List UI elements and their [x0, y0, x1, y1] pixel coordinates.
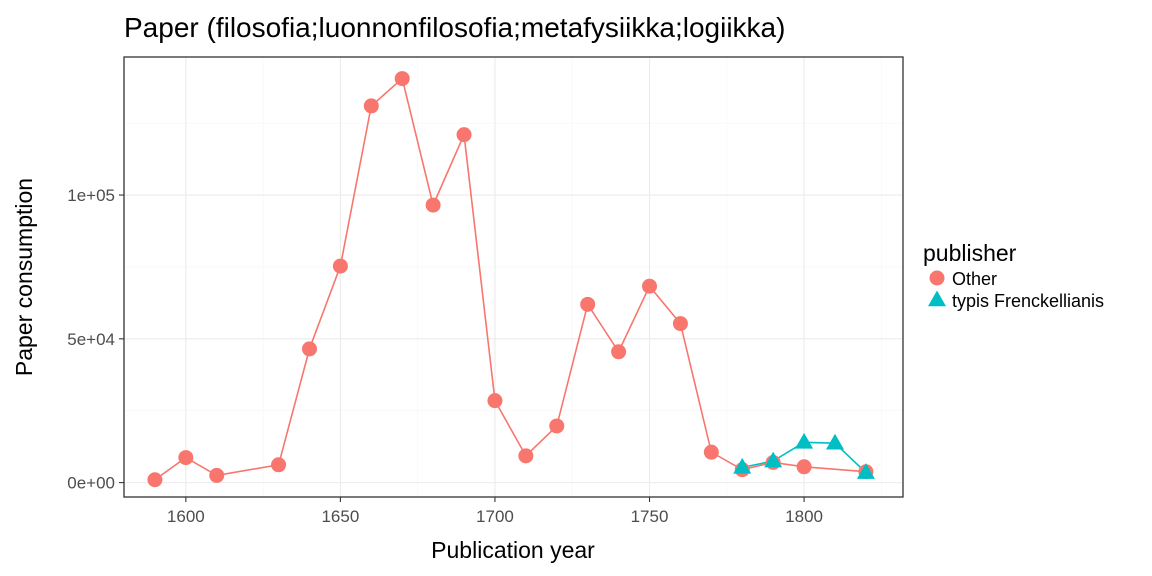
data-point: [549, 418, 565, 434]
y-tick-label: 0e+00: [67, 474, 115, 493]
data-point: [856, 463, 875, 479]
legend-title: publisher: [923, 240, 1017, 266]
y-tick-label: 1e+05: [67, 186, 115, 205]
x-tick-label: 1800: [785, 507, 823, 526]
x-tick-label: 1750: [631, 507, 669, 526]
data-point: [178, 450, 194, 466]
data-point: [209, 467, 225, 483]
data-point: [764, 451, 783, 468]
data-point: [301, 341, 317, 357]
plot-area: 1600 1650 1700 1750 1800 0e+00 5e+04 1e+05: [67, 56, 904, 526]
legend-label: typis Frenckellianis: [952, 291, 1104, 311]
y-axis-title: Paper consumption: [11, 178, 37, 376]
panel-border: [123, 56, 904, 498]
legend-key: [928, 290, 946, 307]
legend-marker: [928, 290, 946, 307]
series-line: [154, 77, 866, 481]
data-point: [518, 448, 534, 464]
data-point: [796, 459, 812, 475]
data-point: [487, 393, 503, 409]
data-point: [825, 433, 844, 450]
data-point: [642, 278, 658, 294]
data-point: [456, 127, 472, 143]
data-point: [271, 457, 287, 473]
data-point: [672, 316, 688, 332]
data-point: [332, 258, 348, 274]
x-tick-label: 1600: [167, 507, 205, 526]
legend-key: [929, 270, 945, 286]
data-point: [425, 197, 441, 213]
x-axis-title: Publication year: [431, 537, 595, 563]
data-point: [363, 98, 379, 114]
chart-title: Paper (filosofia;luonnonfilosofia;metafy…: [124, 12, 785, 43]
x-tick-label: 1650: [321, 507, 359, 526]
x-tick-label: 1700: [476, 507, 514, 526]
data-point: [394, 71, 410, 87]
data-point: [147, 472, 163, 488]
data-point: [611, 344, 627, 360]
data-point: [733, 457, 752, 474]
y-tick-label: 5e+04: [67, 330, 115, 349]
data-point: [795, 432, 814, 449]
legend-marker: [929, 270, 945, 286]
data-point: [580, 296, 596, 312]
data-point: [703, 444, 719, 460]
legend-label: Other: [952, 269, 997, 289]
